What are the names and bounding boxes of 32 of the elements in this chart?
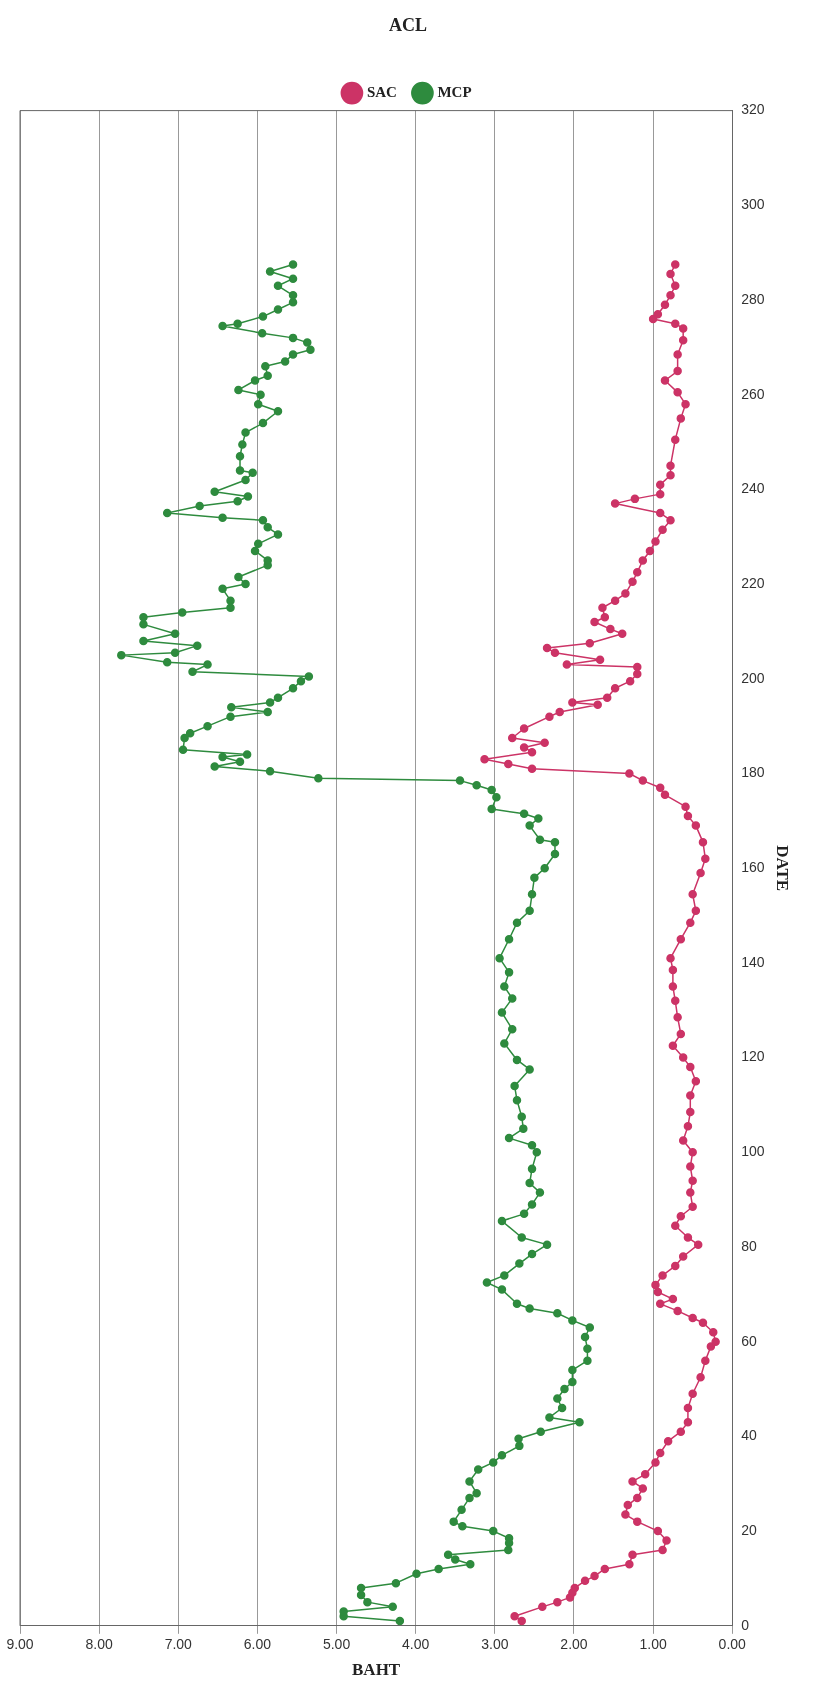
x-tick-label: 6.00: [243, 1636, 272, 1653]
x-tick-label: 8.00: [85, 1636, 113, 1653]
y-tick-label: 240: [741, 480, 765, 497]
x-tick-label: 4.00: [402, 1636, 430, 1653]
chart-title: ACL: [388, 15, 428, 36]
y-tick-label: 100: [741, 1143, 765, 1160]
y-tick-label: 200: [741, 669, 765, 686]
y-tick-label: 120: [741, 1048, 765, 1065]
y-tick-label: 260: [741, 385, 765, 402]
y-tick-label: 0: [741, 1616, 750, 1633]
x-tick-label: 2.00: [560, 1636, 588, 1653]
y-tick-label: 140: [741, 953, 765, 970]
y-tick-label: 180: [741, 764, 765, 781]
y-tick-label: 300: [741, 196, 765, 213]
legend-label: MCP: [437, 83, 472, 100]
y-tick-label: 40: [741, 1427, 758, 1444]
y-tick-label: 320: [741, 101, 765, 118]
y-tick-label: 80: [741, 1237, 758, 1254]
x-tick-label: 9.00: [6, 1636, 34, 1653]
y-tick-label: 20: [741, 1521, 758, 1538]
y-tick-label: 60: [741, 1332, 758, 1349]
y-tick-label: 280: [741, 290, 765, 307]
x-tick-label: 7.00: [164, 1636, 193, 1653]
x-axis-title: BAHT: [352, 1660, 401, 1680]
x-tick-label: 0.00: [718, 1636, 747, 1653]
y-tick-label: 160: [741, 859, 765, 876]
x-tick-label: 5.00: [322, 1636, 351, 1653]
y-axis-title: DATE: [773, 845, 793, 892]
legend-label: SAC: [366, 83, 397, 100]
x-tick-label: 1.00: [639, 1636, 667, 1653]
y-tick-label: 220: [741, 574, 765, 591]
x-tick-label: 3.00: [481, 1636, 509, 1653]
